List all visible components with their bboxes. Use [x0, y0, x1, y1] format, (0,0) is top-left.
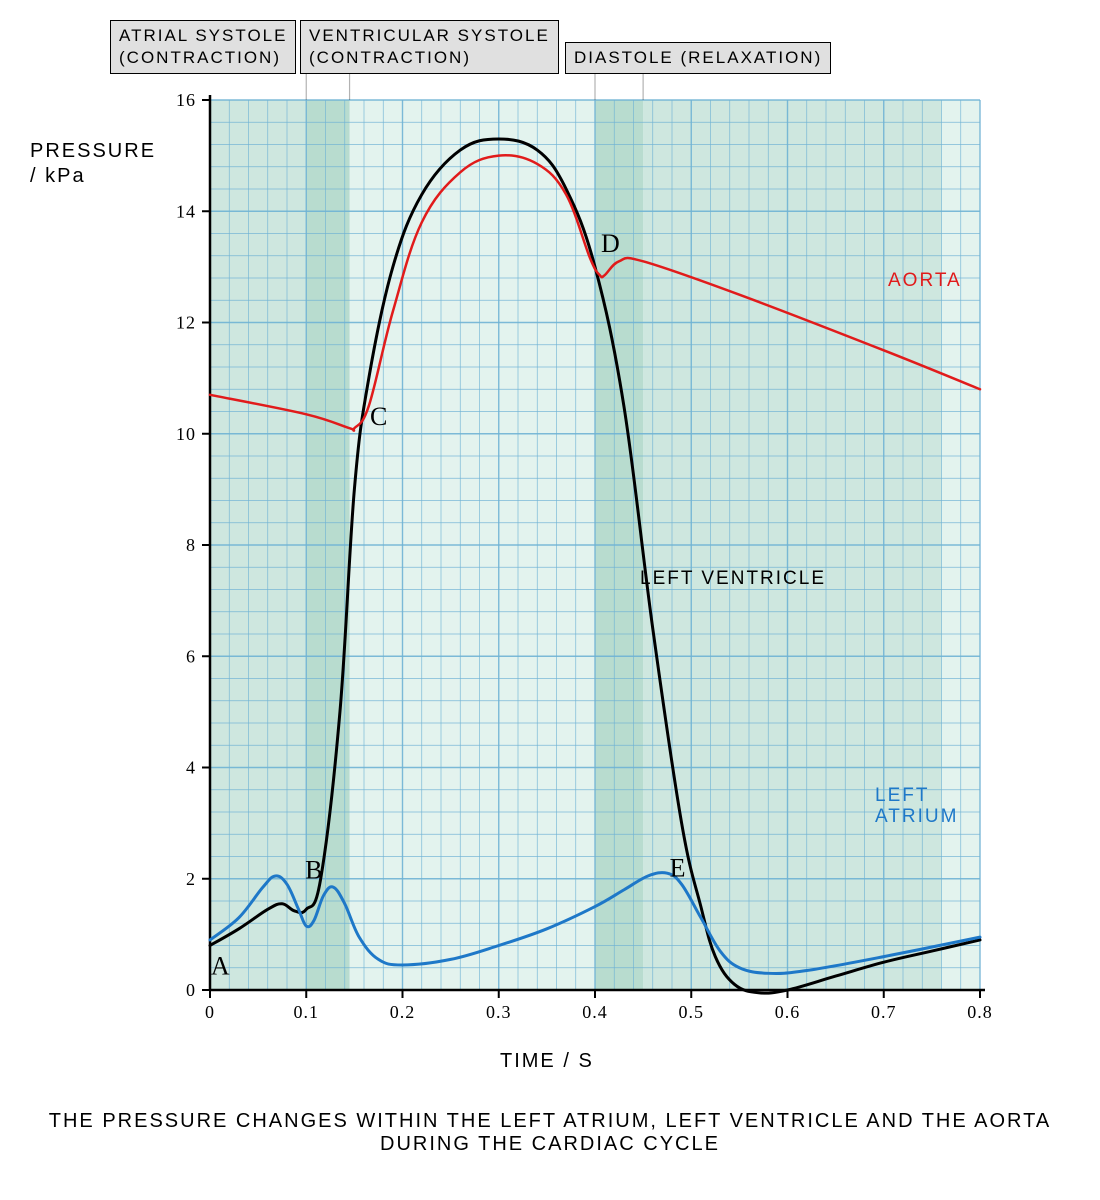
- x-tick-label: 0: [205, 1002, 215, 1022]
- cardiac-cycle-chart: ATRIAL SYSTOLE (CONTRACTION) VENTRICULAR…: [20, 20, 1080, 1180]
- y-tick-label: 8: [186, 535, 196, 555]
- chart-caption: THE PRESSURE CHANGES WITHIN THE LEFT ATR…: [20, 1110, 1080, 1156]
- x-axis-label: TIME / S: [500, 1050, 594, 1073]
- x-tick-label: 0.6: [775, 1002, 801, 1022]
- x-tick-label: 0.8: [967, 1002, 993, 1022]
- x-tick-label: 0.7: [871, 1002, 897, 1022]
- x-tick-label: 0.3: [486, 1002, 512, 1022]
- phase-label-ventricular: VENTRICULAR SYSTOLE (CONTRACTION): [300, 20, 559, 74]
- point-label-E: E: [670, 853, 686, 882]
- x-tick-label: 0.1: [294, 1002, 320, 1022]
- y-tick-label: 16: [176, 90, 196, 110]
- series-label-aorta: AORTA: [888, 270, 962, 292]
- y-tick-label: 6: [186, 646, 196, 666]
- y-tick-label: 4: [186, 758, 196, 778]
- y-axis-label-2: / kPa: [30, 165, 86, 188]
- plot-area: 0 2 4 6 8 10 12 14 16 0 0.1 0.2 0.3 0.4 0.5 0.6 0.7 0.8 A B…: [20, 20, 1080, 1120]
- y-tick-label: 2: [186, 869, 196, 889]
- y-tick-label: 0: [186, 980, 196, 1000]
- phase-label-diastole: DIASTOLE (RELAXATION): [565, 42, 831, 74]
- y-tick-label: 10: [176, 424, 196, 444]
- y-tick-label: 12: [176, 313, 196, 333]
- series-label-ventricle: LEFT VENTRICLE: [640, 568, 826, 590]
- phase-label-atrial: ATRIAL SYSTOLE (CONTRACTION): [110, 20, 296, 74]
- point-label-C: C: [370, 402, 387, 431]
- y-axis-label-1: PRESSURE: [30, 140, 156, 163]
- y-tick-label: 14: [176, 201, 196, 221]
- point-label-B: B: [305, 855, 322, 884]
- point-label-D: D: [601, 229, 620, 258]
- x-tick-label: 0.4: [582, 1002, 608, 1022]
- x-tick-label: 0.2: [390, 1002, 416, 1022]
- x-tick-label: 0.5: [679, 1002, 705, 1022]
- series-label-atrium: LEFT ATRIUM: [875, 786, 958, 828]
- point-label-A: A: [211, 951, 230, 980]
